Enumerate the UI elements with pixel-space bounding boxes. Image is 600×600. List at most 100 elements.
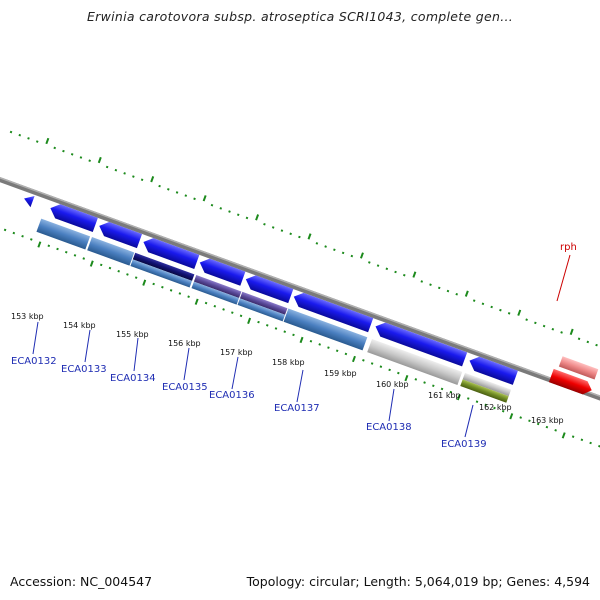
cds-arrow[interactable] bbox=[467, 354, 518, 385]
minor-tick bbox=[193, 197, 196, 201]
gene-label[interactable]: ECA0134 bbox=[110, 373, 156, 384]
minor-tick bbox=[545, 425, 549, 429]
rph-leader-line bbox=[556, 254, 571, 302]
minor-tick bbox=[27, 137, 30, 140]
gene-segment[interactable] bbox=[87, 237, 135, 266]
minor-tick bbox=[394, 270, 397, 274]
leader-line bbox=[133, 337, 139, 372]
minor-tick bbox=[222, 308, 225, 311]
major-tick bbox=[509, 413, 514, 420]
gene-label[interactable]: ECA0138 bbox=[366, 422, 412, 433]
major-tick bbox=[45, 137, 50, 145]
minor-tick bbox=[324, 245, 327, 248]
leader-line bbox=[464, 404, 474, 438]
gene-segment[interactable] bbox=[367, 338, 463, 385]
minor-tick bbox=[79, 156, 83, 159]
gene-label[interactable]: ECA0139 bbox=[441, 439, 487, 450]
gene-segment[interactable] bbox=[460, 379, 509, 403]
cds-arrow[interactable] bbox=[141, 235, 200, 269]
major-tick bbox=[247, 317, 252, 325]
major-tick bbox=[569, 328, 574, 336]
minor-tick bbox=[210, 203, 214, 207]
cds-arrow[interactable] bbox=[373, 320, 468, 367]
gene-segment[interactable] bbox=[239, 291, 288, 315]
minor-tick bbox=[88, 159, 91, 162]
scale-label: 158 kbp bbox=[272, 358, 305, 367]
cds-arrow[interactable] bbox=[243, 273, 294, 304]
minor-tick bbox=[47, 244, 51, 248]
minor-tick bbox=[175, 191, 179, 194]
gene-segment[interactable] bbox=[237, 298, 286, 322]
minor-tick bbox=[12, 231, 16, 235]
major-tick bbox=[202, 195, 207, 202]
gene-segment[interactable] bbox=[132, 252, 195, 281]
gene-label[interactable]: ECA0136 bbox=[209, 390, 255, 401]
cds-arrow[interactable] bbox=[291, 290, 374, 333]
minor-tick bbox=[571, 435, 575, 438]
minor-tick bbox=[344, 352, 348, 356]
gene-segment[interactable] bbox=[36, 218, 91, 250]
minor-tick bbox=[265, 324, 269, 327]
scale-label: 156 kbp bbox=[168, 339, 201, 348]
gene-label[interactable]: ECA0132 bbox=[11, 356, 57, 367]
backbone-highlight bbox=[0, 171, 600, 433]
minor-tick bbox=[274, 327, 278, 330]
major-tick bbox=[352, 355, 356, 363]
minor-tick bbox=[257, 320, 260, 324]
minor-tick bbox=[551, 327, 555, 331]
minor-tick bbox=[123, 172, 126, 175]
gene-label[interactable]: ECA0133 bbox=[61, 364, 107, 375]
minor-tick bbox=[536, 422, 540, 426]
gene-segment[interactable] bbox=[191, 281, 239, 305]
gene-segment[interactable] bbox=[462, 372, 512, 397]
minor-tick bbox=[152, 282, 155, 286]
leader-line bbox=[231, 356, 239, 390]
rph-cds-arrow[interactable] bbox=[548, 368, 594, 397]
minor-tick bbox=[368, 261, 371, 264]
major-tick bbox=[89, 260, 94, 267]
cds-arrow[interactable] bbox=[197, 256, 246, 286]
scale-labels: 153 kbp 154 kbp 155 kbp 156 kbp 157 kbp … bbox=[11, 312, 564, 425]
minor-tick bbox=[534, 321, 537, 325]
major-tick bbox=[194, 298, 199, 305]
minor-tick bbox=[335, 349, 339, 353]
minor-tick bbox=[236, 213, 240, 217]
minor-tick bbox=[455, 292, 458, 296]
major-tick bbox=[561, 432, 566, 439]
cds-arrow[interactable] bbox=[97, 219, 143, 249]
gene-label[interactable]: ECA0135 bbox=[162, 382, 208, 393]
minor-tick bbox=[9, 130, 13, 134]
minor-tick bbox=[379, 365, 383, 368]
gene-label[interactable]: ECA0137 bbox=[274, 403, 320, 414]
minor-tick bbox=[105, 165, 109, 169]
minor-tick bbox=[167, 188, 170, 191]
scale-label: 163 kbp bbox=[531, 416, 564, 425]
minor-tick bbox=[385, 267, 389, 271]
minor-tick bbox=[82, 257, 86, 260]
minor-tick bbox=[327, 346, 330, 349]
gene-segment[interactable] bbox=[130, 259, 193, 288]
minor-tick bbox=[62, 149, 65, 153]
rph-label[interactable]: rph bbox=[560, 242, 577, 253]
minor-tick bbox=[341, 251, 345, 255]
gene-labels: ECA0132 ECA0133 ECA0134 ECA0135 ECA0136 … bbox=[11, 356, 487, 450]
minor-tick bbox=[501, 409, 505, 413]
minor-tick bbox=[595, 343, 598, 347]
minor-tick bbox=[187, 295, 190, 298]
cds-track bbox=[22, 193, 518, 385]
rph-gene-segment[interactable] bbox=[558, 356, 599, 380]
minor-tick bbox=[466, 397, 470, 400]
minor-tick bbox=[280, 229, 284, 232]
gene-segment[interactable] bbox=[283, 308, 368, 351]
minor-tick bbox=[507, 312, 511, 315]
gene-track bbox=[36, 218, 512, 403]
minor-tick bbox=[437, 286, 441, 290]
minor-tick bbox=[21, 234, 24, 238]
rph-feature[interactable] bbox=[548, 355, 600, 413]
gene-segment[interactable] bbox=[193, 275, 242, 299]
cds-arrow[interactable] bbox=[48, 202, 98, 233]
minor-tick bbox=[432, 384, 435, 388]
leader-line bbox=[84, 329, 91, 363]
cds-arrow[interactable] bbox=[22, 193, 35, 208]
